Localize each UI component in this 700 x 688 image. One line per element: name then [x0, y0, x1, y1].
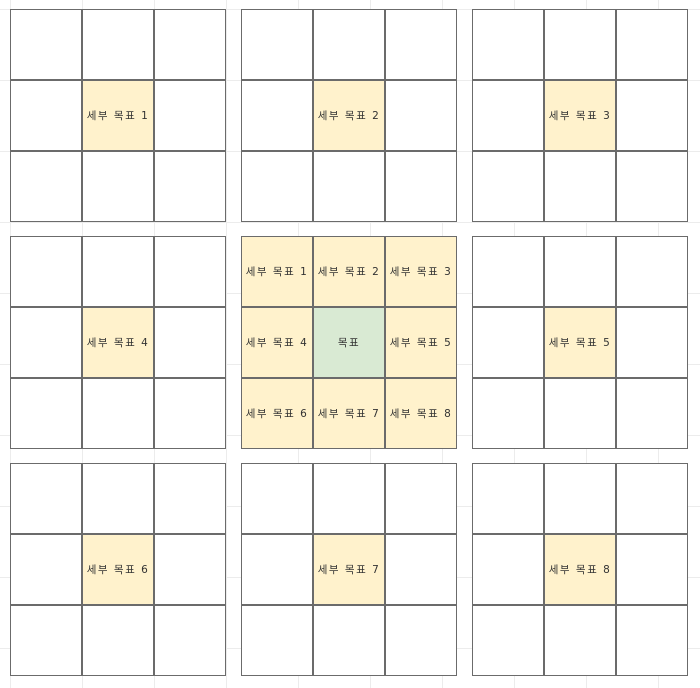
sub-block: 세부 목표 8 — [472, 463, 688, 676]
cell — [313, 9, 385, 80]
cell — [10, 151, 82, 222]
cell — [154, 605, 226, 676]
sub-block: 세부 목표 1 — [10, 9, 226, 222]
cell — [472, 534, 544, 605]
cell — [241, 151, 313, 222]
cell — [82, 605, 154, 676]
sub-goal-cell: 세부 목표 6 — [82, 534, 154, 605]
sub-goal-cell: 세부 목표 4 — [241, 307, 313, 378]
cell — [472, 378, 544, 449]
cell — [472, 307, 544, 378]
sub-goal-cell: 세부 목표 5 — [544, 307, 616, 378]
main-goal-cell: 목표 — [313, 307, 385, 378]
cell — [385, 9, 457, 80]
cell — [472, 151, 544, 222]
sub-goal-cell: 세부 목표 1 — [241, 236, 313, 307]
cell — [385, 605, 457, 676]
cell — [313, 605, 385, 676]
sub-goal-cell: 세부 목표 8 — [544, 534, 616, 605]
cell — [10, 534, 82, 605]
cell — [10, 463, 82, 534]
sub-goal-cell: 세부 목표 7 — [313, 534, 385, 605]
cell — [154, 151, 226, 222]
sub-goal-cell: 세부 목표 3 — [385, 236, 457, 307]
sub-block: 세부 목표 6 — [10, 463, 226, 676]
cell — [472, 463, 544, 534]
cell — [544, 378, 616, 449]
cell — [616, 463, 688, 534]
cell — [241, 605, 313, 676]
sub-goal-cell: 세부 목표 1 — [82, 80, 154, 151]
cell — [154, 378, 226, 449]
sub-block: 세부 목표 2 — [241, 9, 457, 222]
cell — [616, 378, 688, 449]
cell — [313, 151, 385, 222]
cell — [544, 151, 616, 222]
cell — [241, 9, 313, 80]
sub-block: 세부 목표 5 — [472, 236, 688, 449]
cell — [241, 534, 313, 605]
cell — [385, 151, 457, 222]
sub-block: 세부 목표 4 — [10, 236, 226, 449]
sub-goal-cell: 세부 목표 3 — [544, 80, 616, 151]
cell — [154, 307, 226, 378]
cell — [154, 80, 226, 151]
cell — [313, 463, 385, 534]
sub-block: 세부 목표 7 — [241, 463, 457, 676]
cell — [241, 80, 313, 151]
cell — [154, 463, 226, 534]
cell — [472, 80, 544, 151]
sub-block: 세부 목표 3 — [472, 9, 688, 222]
cell — [544, 605, 616, 676]
core-block: 세부 목표 1 세부 목표 2 세부 목표 3 세부 목표 4 목표 세부 목표 5 세부 … — [241, 236, 457, 449]
sub-goal-cell: 세부 목표 6 — [241, 378, 313, 449]
cell — [82, 236, 154, 307]
sub-goal-cell: 세부 목표 5 — [385, 307, 457, 378]
cell — [385, 80, 457, 151]
cell — [616, 236, 688, 307]
cell — [472, 605, 544, 676]
cell — [10, 9, 82, 80]
cell — [544, 236, 616, 307]
cell — [544, 463, 616, 534]
cell — [10, 378, 82, 449]
cell — [10, 605, 82, 676]
cell — [385, 463, 457, 534]
sub-goal-cell: 세부 목표 2 — [313, 236, 385, 307]
cell — [616, 605, 688, 676]
cell — [241, 463, 313, 534]
cell — [82, 463, 154, 534]
cell — [82, 9, 154, 80]
sub-goal-cell: 세부 목표 7 — [313, 378, 385, 449]
cell — [616, 307, 688, 378]
cell — [616, 534, 688, 605]
cell — [544, 9, 616, 80]
cell — [82, 151, 154, 222]
cell — [472, 9, 544, 80]
cell — [154, 236, 226, 307]
cell — [616, 151, 688, 222]
cell — [385, 534, 457, 605]
cell — [10, 80, 82, 151]
cell — [472, 236, 544, 307]
cell — [154, 534, 226, 605]
cell — [10, 307, 82, 378]
cell — [154, 9, 226, 80]
sub-goal-cell: 세부 목표 4 — [82, 307, 154, 378]
cell — [10, 236, 82, 307]
cell — [82, 378, 154, 449]
cell — [616, 80, 688, 151]
cell — [616, 9, 688, 80]
sub-goal-cell: 세부 목표 8 — [385, 378, 457, 449]
sub-goal-cell: 세부 목표 2 — [313, 80, 385, 151]
